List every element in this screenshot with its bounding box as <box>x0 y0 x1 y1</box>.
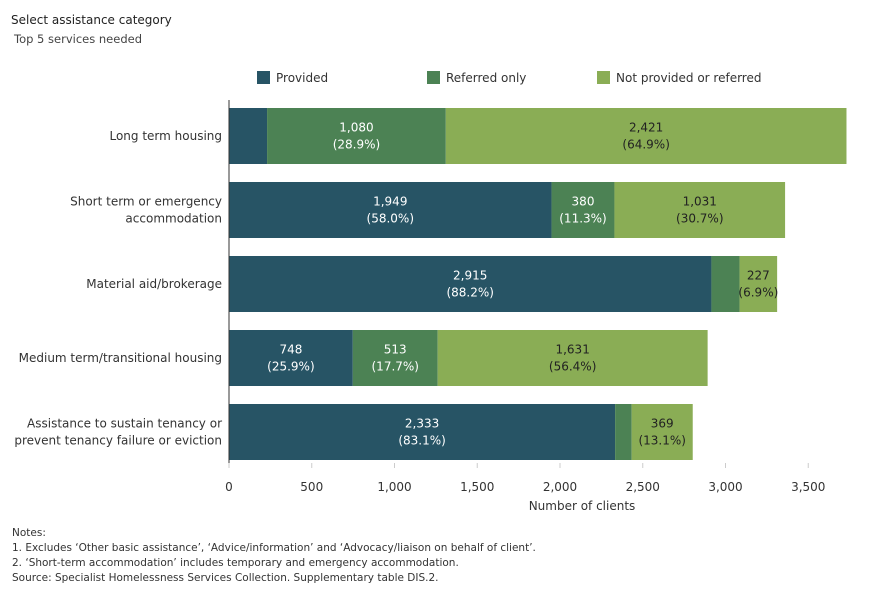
data-label: 227 (6.9%) <box>738 269 778 300</box>
x-tick-label: 1,500 <box>460 480 494 494</box>
legend-swatch <box>427 71 440 84</box>
category-label: Short term or emergency accommodation <box>70 195 222 226</box>
category-label: Long term housing <box>109 129 222 143</box>
bar-segment <box>615 404 632 460</box>
note-line: Source: Specialist Homelessness Services… <box>12 572 439 584</box>
notes-section: Notes: 1. Excludes ‘Other basic assistan… <box>12 526 536 586</box>
data-label: 2,421 (64.9%) <box>622 121 669 152</box>
bar-segment <box>551 182 615 238</box>
bar-segment <box>711 256 740 312</box>
x-tick-label: 1,000 <box>377 480 411 494</box>
bar-segment <box>614 182 786 238</box>
legend-swatch <box>257 71 270 84</box>
bar-segment <box>229 404 616 460</box>
bar-segment <box>352 330 438 386</box>
data-label: 2,915 (88.2%) <box>446 269 493 300</box>
notes-heading: Notes: <box>12 527 46 539</box>
note-line: 1. Excludes ‘Other basic assistance’, ‘A… <box>12 542 536 554</box>
x-tick-label: 2,000 <box>543 480 577 494</box>
category-label: Material aid/brokerage <box>86 277 222 291</box>
legend-swatch <box>597 71 610 84</box>
bar-segment <box>229 330 353 386</box>
bar-segment <box>631 404 693 460</box>
x-tick-label: 0 <box>225 480 233 494</box>
data-label: 2,333 (83.1%) <box>398 417 445 448</box>
x-tick-label: 500 <box>300 480 323 494</box>
category-label: Medium term/transitional housing <box>19 351 222 365</box>
bar-segment <box>739 256 778 312</box>
note-line: 2. ‘Short-term accommodation’ includes t… <box>12 557 459 569</box>
chart-subtitle: Top 5 services needed <box>14 32 142 46</box>
data-label: 1,949 (58.0%) <box>367 195 414 226</box>
data-label: 1,080 (28.9%) <box>333 121 380 152</box>
data-label: 748 (25.9%) <box>267 343 314 374</box>
bar-segment <box>229 256 712 312</box>
data-label: 369 (13.1%) <box>638 417 685 448</box>
stacked-bar-chart: Provided Referred only Not provided or ref… <box>14 71 847 513</box>
legend-label: Referred only <box>446 71 526 85</box>
page-title[interactable]: Select assistance category <box>11 13 172 27</box>
bar-segment <box>445 108 847 164</box>
x-tick-label: 3,500 <box>791 480 825 494</box>
data-label: 1,031 (30.7%) <box>676 195 723 226</box>
data-label: 380 (11.3%) <box>559 195 606 226</box>
legend-label: Not provided or referred <box>616 71 761 85</box>
bar-segment <box>229 182 552 238</box>
x-tick-label: 2,500 <box>626 480 660 494</box>
x-axis-title: Number of clients <box>529 499 636 513</box>
category-label: Assistance to sustain tenancy or prevent … <box>14 417 222 448</box>
bar-segment <box>267 108 446 164</box>
bar-segment <box>437 330 708 386</box>
x-tick-label: 3,000 <box>708 480 742 494</box>
legend-label: Provided <box>276 71 328 85</box>
data-label: 1,631 (56.4%) <box>549 343 596 374</box>
bar-segment <box>229 108 268 164</box>
data-label: 513 (17.7%) <box>372 343 419 374</box>
